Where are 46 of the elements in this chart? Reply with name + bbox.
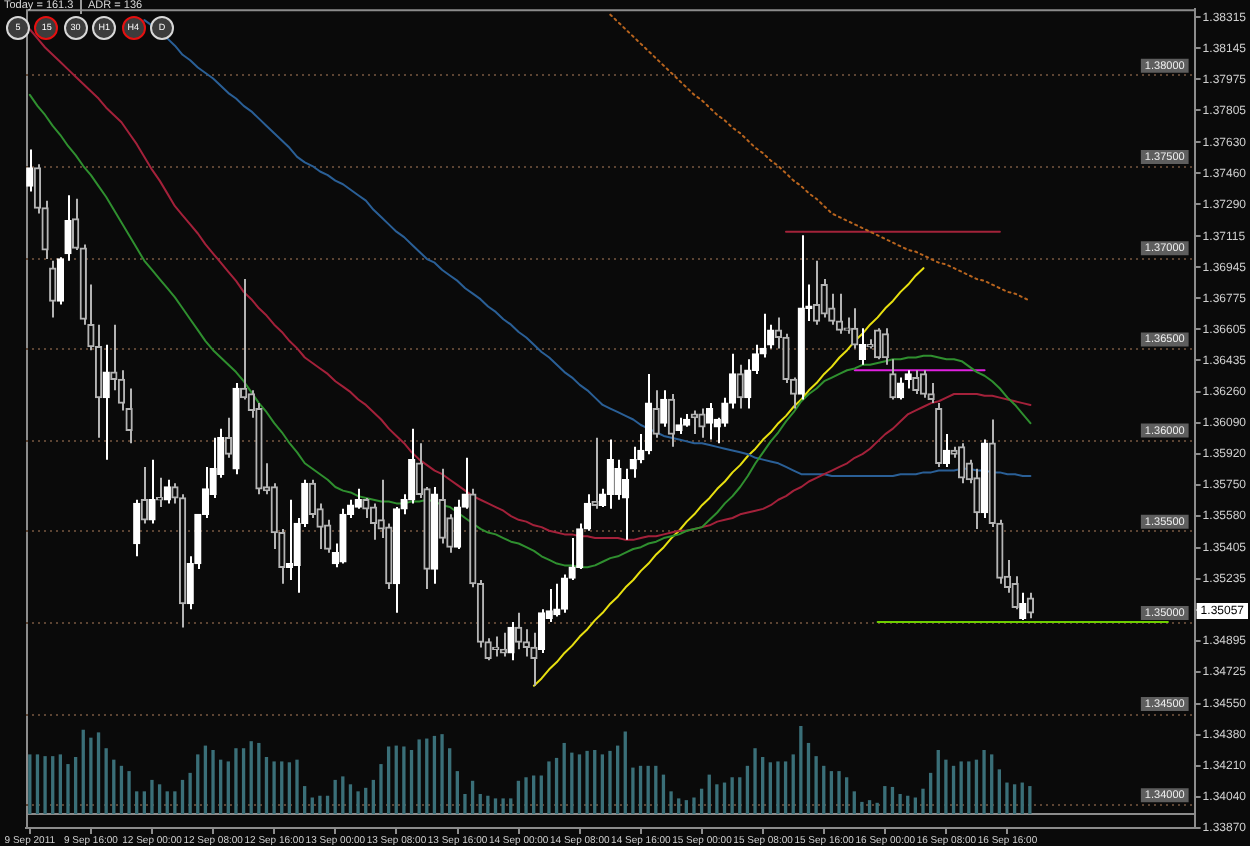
candlestick [163,478,171,505]
candlestick [705,402,714,441]
candlestick [537,608,546,654]
candlestick [896,376,905,401]
candlestick [507,620,515,662]
candlestick [942,433,951,468]
candlestick [858,327,867,366]
candlestick [102,343,110,461]
candlestick [49,259,57,319]
candlestick [56,256,65,306]
candlestick [148,458,156,525]
candlestick [606,438,614,510]
candlestick [698,407,706,439]
candlestick [919,369,928,399]
candlestick [812,259,821,326]
candlestick [133,498,141,558]
candlestick [736,363,744,410]
candlestick [1019,591,1027,622]
candlestick [621,467,630,541]
candlestick [973,467,981,530]
candlestick [591,436,599,510]
candlestick [453,498,462,550]
candlestick [690,409,698,436]
candlestick [224,416,233,459]
candlestick [644,372,653,456]
candlestick [881,327,889,366]
candlestick [652,389,660,439]
candlestick [889,358,897,401]
candlestick [369,502,378,541]
line-series [609,13,1032,302]
candlestick [667,392,676,448]
candlestick [354,487,362,510]
candlestick [438,467,446,545]
candlestick [339,507,347,565]
candlestick [614,458,622,501]
candlestick [660,389,668,428]
candlestick [362,496,370,519]
candlestick [835,292,844,335]
candlestick [958,442,966,485]
candlestick [912,369,920,395]
candlestick [26,148,34,193]
candlestick [499,631,508,658]
candlestick [64,194,72,262]
candlestick [530,631,538,687]
candlestick [515,611,523,651]
candlestick [873,327,882,361]
